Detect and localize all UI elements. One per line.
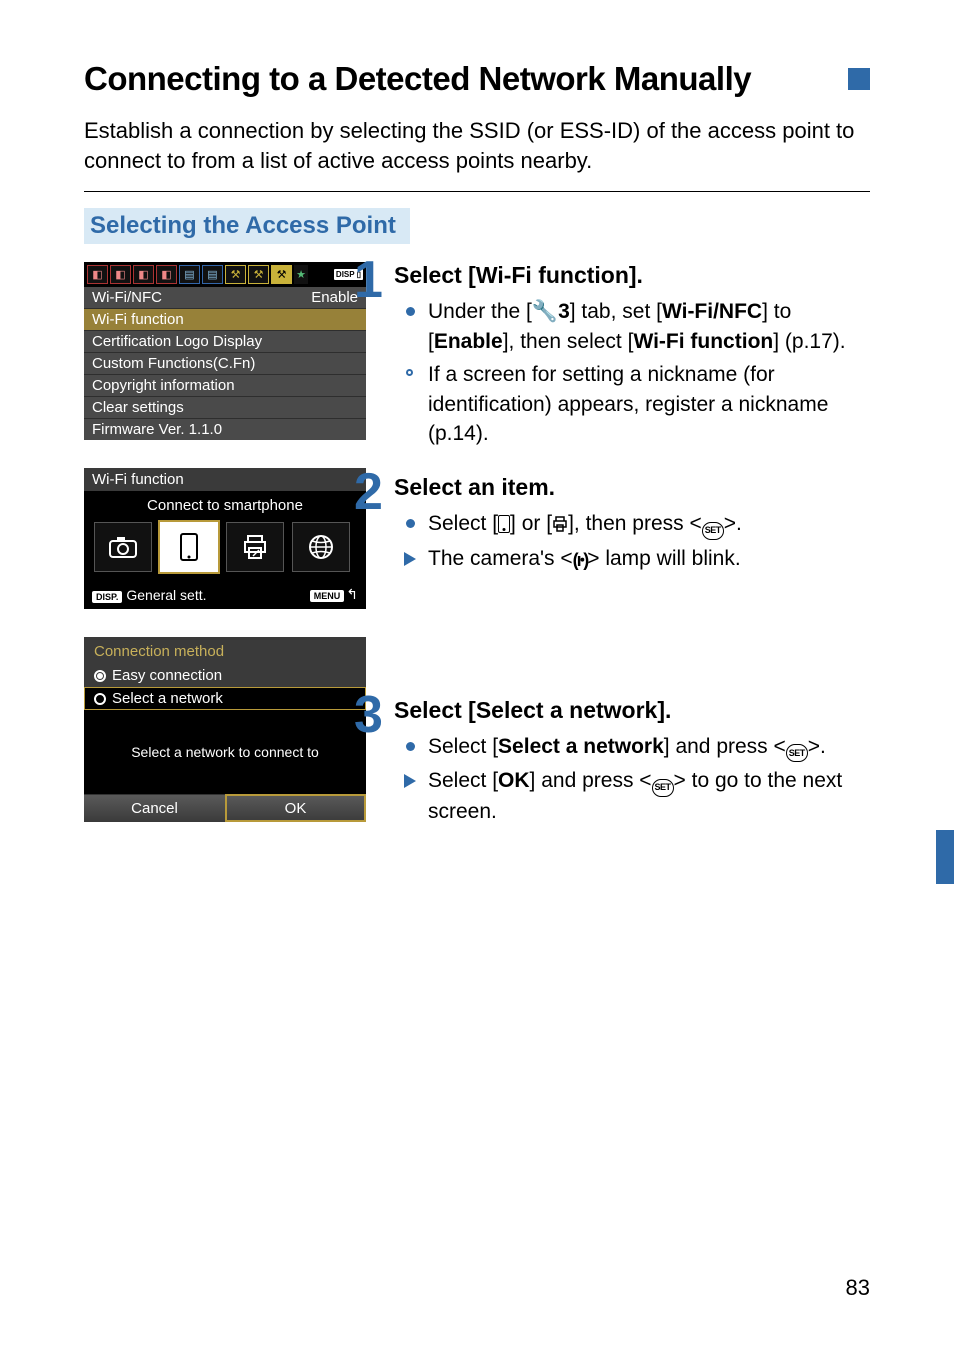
step-2-bullet-1: Select [] or [], then press <SET>.	[394, 509, 870, 539]
step-3-bullet-2: Select [OK] and press <SET> to go to the…	[394, 766, 870, 826]
bullet-triangle-icon	[404, 774, 416, 788]
bullet-hollow-icon	[406, 369, 413, 376]
bullet-triangle-icon	[404, 552, 416, 566]
menu-row-clear: Clear settings	[84, 397, 366, 419]
radio-filled-icon	[94, 670, 106, 682]
printer-icon	[552, 511, 568, 527]
separator	[84, 191, 870, 192]
menu-row-wifi-nfc: Wi-Fi/NFCEnable	[84, 287, 366, 309]
step-3: 3 Select [Select a network]. Select [Sel…	[394, 697, 870, 826]
wifi-lamp-icon: (ıꞏ)	[573, 550, 588, 570]
set-button-icon: SET	[702, 522, 724, 540]
bullet-dot-icon	[406, 307, 415, 316]
step-1-heading: Select [Wi-Fi function].	[394, 262, 870, 289]
wifi-func-title: Wi-Fi function	[84, 468, 366, 491]
set-button-icon: SET	[652, 779, 674, 797]
menu-row-wifi-function: Wi-Fi function	[84, 309, 366, 331]
intro-text: Establish a connection by selecting the …	[84, 116, 870, 175]
opt-easy-connection: Easy connection	[84, 664, 366, 687]
tab-icon: ⚒	[225, 265, 246, 284]
globe-icon	[292, 522, 350, 572]
wifi-function-screenshot: Wi-Fi function Connect to smartphone	[84, 468, 366, 609]
menu-row-cfn: Custom Functions(C.Fn)	[84, 353, 366, 375]
tab-icon-active: ⚒	[271, 265, 292, 284]
tab-icon: ▤	[202, 265, 223, 284]
printer-icon	[226, 522, 284, 572]
step-2: 2 Select an item. Select [] or [], then …	[394, 474, 870, 573]
bullet-dot-icon	[406, 742, 415, 751]
conn-method-hint: Select a network to connect to	[84, 710, 366, 794]
footer-general-sett: DISP.General sett.	[92, 587, 207, 603]
tab-icon: ◧	[110, 265, 131, 284]
camera-tab-bar: ◧ ◧ ◧ ◧ ▤ ▤ ⚒ ⚒ ⚒ ★ DISP▯	[84, 262, 366, 287]
radio-empty-icon	[94, 693, 106, 705]
menu-row-copyright: Copyright information	[84, 375, 366, 397]
connection-method-screenshot: Connection method Easy connection Select…	[84, 637, 366, 822]
wifi-func-subtitle: Connect to smartphone	[84, 491, 366, 518]
tab-icon: ▤	[179, 265, 200, 284]
step-2-bullet-2: The camera's <(ıꞏ)> lamp will blink.	[394, 544, 870, 573]
step-1-bullet-1: Under the [🔧3] tab, set [Wi-Fi/NFC] to […	[394, 297, 870, 356]
step-2-heading: Select an item.	[394, 474, 870, 501]
smartphone-icon	[498, 515, 510, 533]
tab-icon: ⚒	[248, 265, 269, 284]
title-square-icon	[848, 68, 870, 90]
page-title: Connecting to a Detected Network Manuall…	[84, 60, 751, 98]
conn-method-title: Connection method	[84, 637, 366, 664]
step-number-3: 3	[354, 685, 383, 745]
camera-menu-screenshot: ◧ ◧ ◧ ◧ ▤ ▤ ⚒ ⚒ ⚒ ★ DISP▯ Wi-Fi/NFCEnabl…	[84, 262, 366, 440]
opt-select-network: Select a network	[84, 687, 366, 710]
footer-menu-back: MENU↰	[310, 586, 358, 603]
step-1-bullet-2: If a screen for setting a nickname (for …	[394, 360, 870, 448]
page-number: 83	[846, 1275, 870, 1301]
step-3-bullet-1: Select [Select a network] and press <SET…	[394, 732, 870, 762]
step-3-heading: Select [Select a network].	[394, 697, 870, 724]
side-tab-icon	[936, 830, 954, 884]
step-number-2: 2	[354, 462, 383, 522]
section-subhead: Selecting the Access Point	[84, 208, 410, 244]
menu-row-firmware: Firmware Ver. 1.1.0	[84, 419, 366, 440]
tab-icon: ◧	[156, 265, 177, 284]
step-number-1: 1	[354, 250, 383, 310]
step-1: 1 Select [Wi-Fi function]. Under the [🔧3…	[394, 262, 870, 448]
smartphone-icon	[160, 522, 218, 572]
tab-icon: ◧	[133, 265, 154, 284]
ok-button: OK	[225, 794, 366, 822]
bullet-dot-icon	[406, 519, 415, 528]
set-button-icon: SET	[786, 744, 808, 762]
menu-row-cert-logo: Certification Logo Display	[84, 331, 366, 353]
cancel-button: Cancel	[84, 794, 225, 822]
tab-icon: ★	[294, 265, 308, 284]
tab-icon: ◧	[87, 265, 108, 284]
wrench-icon: 🔧	[532, 300, 558, 323]
camera-icon	[94, 522, 152, 572]
